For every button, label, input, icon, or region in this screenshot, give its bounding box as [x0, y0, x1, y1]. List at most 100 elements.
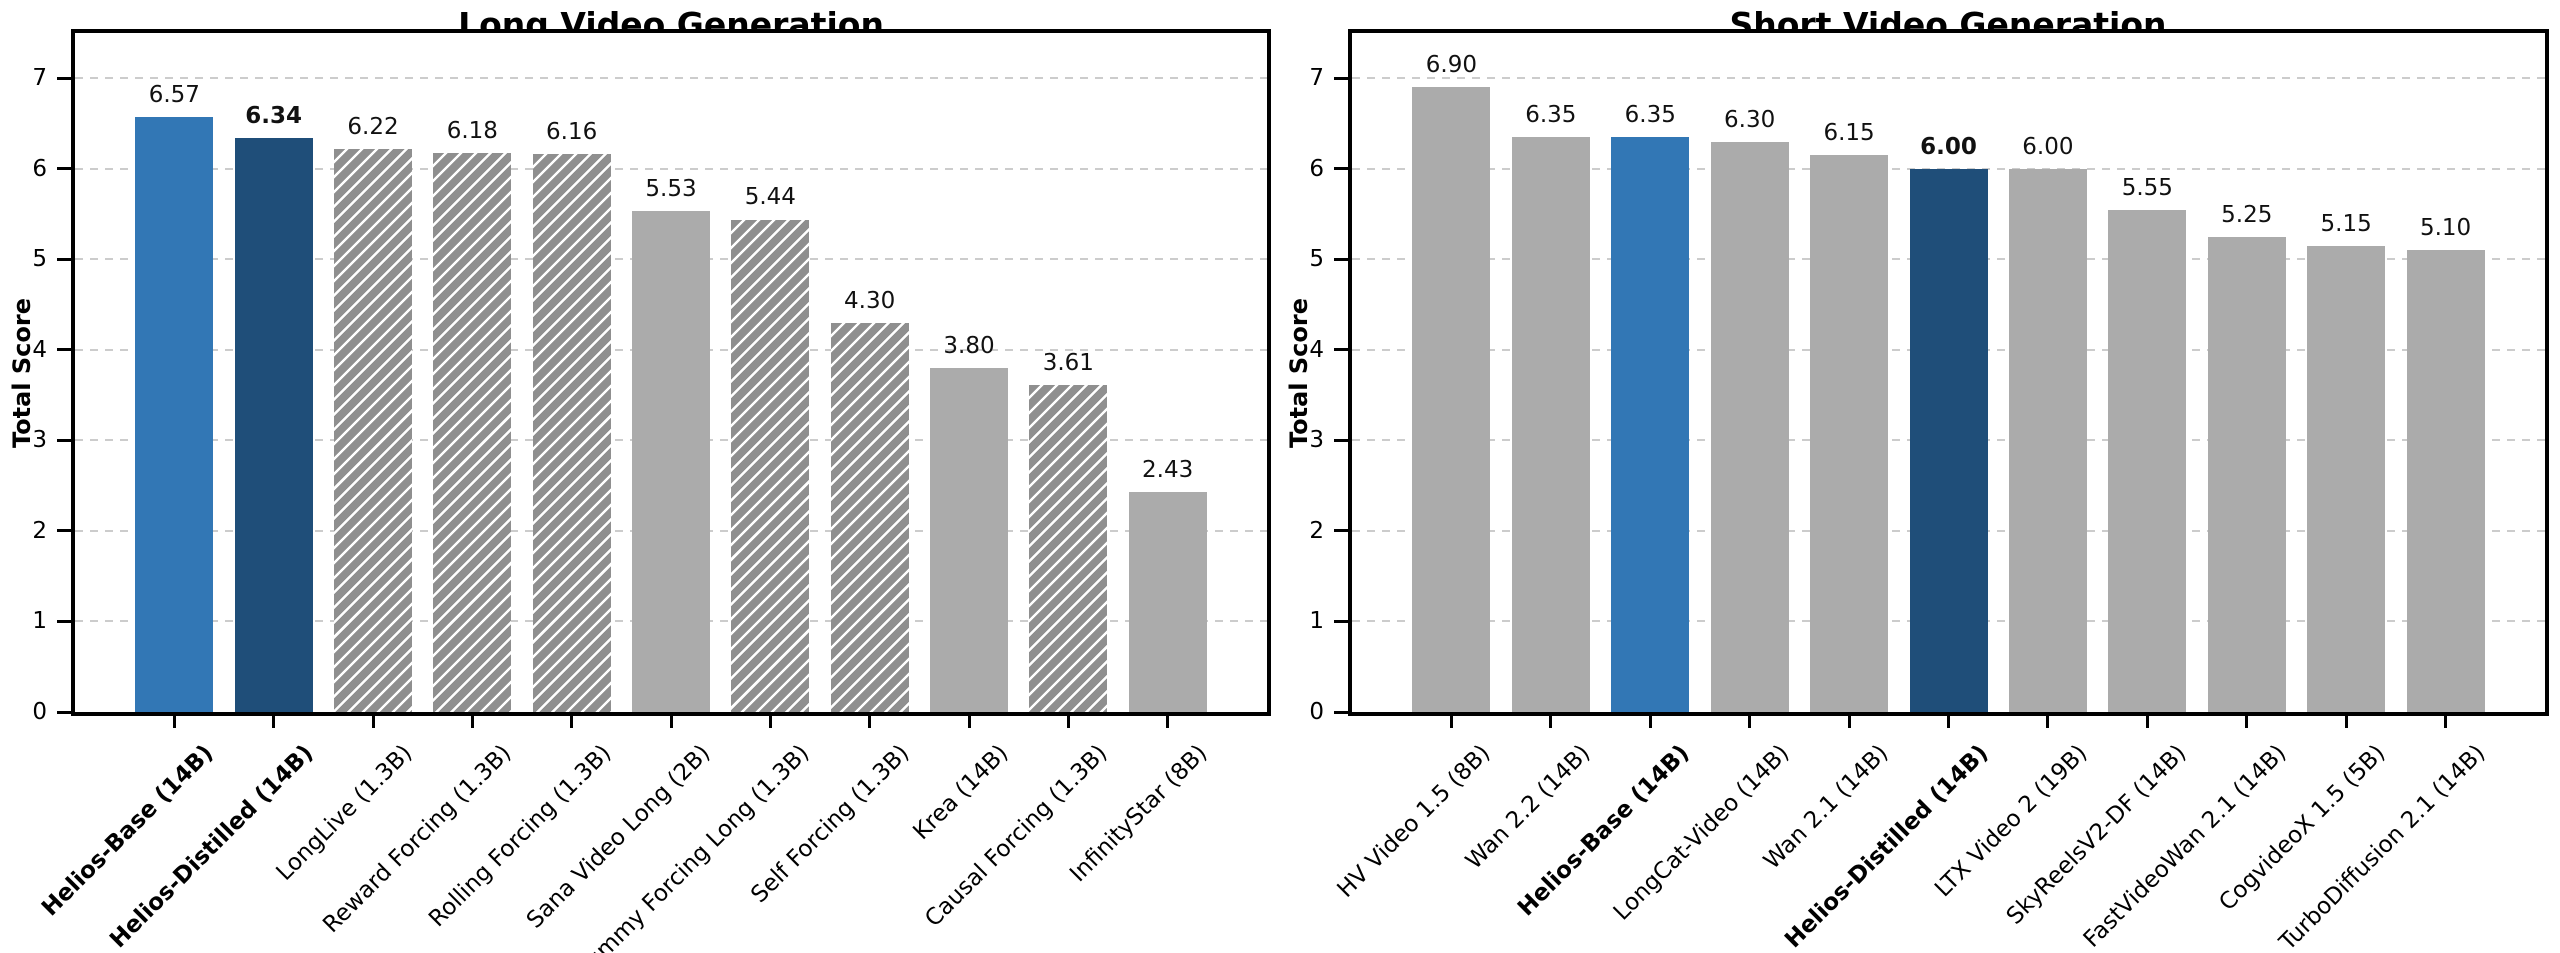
- bar-wan-2.2-14b: [1511, 137, 1590, 712]
- x-tick-mark: [1847, 716, 1851, 728]
- y-tick-label: 0: [32, 699, 47, 725]
- bar-value-label: 5.44: [744, 184, 796, 211]
- bar-turbodiffusion-2.1-14b: [2406, 250, 2485, 712]
- x-tick-mark: [1947, 716, 1950, 728]
- x-tick-mark: [1748, 716, 1752, 728]
- y-tick-label: 5: [32, 246, 47, 273]
- bar-helios-distilled-14b: [234, 138, 313, 712]
- bar-longcat-video-14b: [1710, 141, 1789, 712]
- x-tick-mark: [1166, 716, 1170, 728]
- gridline: [75, 167, 1267, 170]
- bar-value-label: 6.35: [1525, 102, 1577, 129]
- bar-rolling-forcing-1.3b: [532, 154, 611, 712]
- bar-reward-forcing-1.3b: [433, 152, 512, 712]
- x-tick-mark: [172, 716, 176, 728]
- bar-value-label: 6.57: [148, 82, 200, 109]
- bar-value-label: 6.34: [245, 103, 303, 130]
- plot-area: 6.90 6.35 6.35 6.30 6.15 6.00 6.00 5.55 5.25 5.15…: [1348, 29, 2549, 716]
- gridline: [75, 77, 1267, 80]
- bar-value-label: 5.15: [2320, 210, 2372, 237]
- x-tick-mark: [1549, 716, 1553, 728]
- y-tick-label: 2: [32, 517, 47, 544]
- y-tick-label: 1: [1309, 608, 1324, 635]
- x-tick-mark: [868, 716, 872, 728]
- gridline: [1352, 77, 2545, 80]
- bar-hv-video-1.5-8b: [1412, 87, 1491, 712]
- bar-value-label: 3.80: [943, 332, 995, 359]
- y-tick-label: 6: [32, 155, 47, 182]
- y-tick-mark: [1334, 167, 1348, 171]
- y-tick-mark: [57, 167, 71, 171]
- bar-wan-2.1-14b: [1810, 155, 1889, 712]
- x-tick-mark: [1449, 716, 1453, 728]
- bar-value-label: 6.35: [1624, 102, 1676, 129]
- bar-value-label: 6.30: [1724, 106, 1776, 133]
- y-tick-label: 3: [32, 427, 47, 454]
- bar-value-label: 5.25: [2221, 201, 2273, 228]
- bar-helios-base-14b: [135, 117, 214, 712]
- bar-infinitystar-8b: [1128, 492, 1207, 712]
- y-tick-mark: [1334, 76, 1348, 80]
- y-tick-label: 7: [32, 65, 47, 92]
- y-tick-label: 2: [1309, 517, 1324, 544]
- x-tick-mark: [669, 716, 673, 728]
- bar-value-label: 4.30: [844, 287, 896, 314]
- x-tick-mark: [1648, 716, 1652, 728]
- x-tick-mark: [1066, 716, 1070, 728]
- y-tick-mark: [1334, 619, 1348, 623]
- bar-ltx-video-2-19b: [2008, 168, 2087, 712]
- x-tick-mark: [2344, 716, 2348, 728]
- bar-krea-14b: [930, 367, 1008, 712]
- x-tick-mark: [371, 716, 375, 728]
- y-tick-label: 5: [1309, 246, 1324, 273]
- bar-value-label: 6.16: [546, 119, 598, 146]
- bar-value-label: 6.90: [1425, 52, 1478, 79]
- bar-dummy-forcing-long-1.3b: [731, 219, 810, 712]
- bar-value-label: 2.43: [1142, 457, 1194, 483]
- bar-cogvideox-1.5-5b: [2307, 245, 2386, 712]
- y-tick-mark: [57, 438, 71, 442]
- y-tick-label: 3: [1309, 427, 1324, 454]
- y-tick-mark: [1334, 710, 1348, 714]
- y-tick-label: 0: [1309, 699, 1324, 725]
- y-tick-mark: [1334, 257, 1348, 261]
- bar-causal-forcing-1.3b: [1029, 385, 1108, 712]
- plot-area: 6.57 6.34 6.22 6.18 6.16 5.53 5.44 4.30 3.80 3.61…: [71, 29, 1271, 716]
- y-tick-mark: [1334, 529, 1348, 533]
- bar-value-label: 5.53: [645, 176, 697, 203]
- bar-value-label: 6.22: [347, 113, 399, 140]
- y-tick-mark: [1334, 438, 1348, 442]
- bar-value-label: 5.55: [2121, 174, 2173, 201]
- y-tick-label: 4: [32, 336, 47, 363]
- y-tick-label: 4: [1309, 336, 1324, 363]
- bar-longlive-1.3b: [334, 148, 412, 712]
- x-tick-mark: [2145, 716, 2149, 728]
- x-tick-mark: [2245, 716, 2249, 728]
- bar-value-label: 6.00: [1920, 133, 1977, 160]
- x-tick-mark: [2046, 716, 2050, 728]
- y-tick-mark: [57, 76, 71, 80]
- bar-value-label: 6.00: [2022, 133, 2074, 160]
- y-tick-mark: [1334, 348, 1348, 352]
- y-tick-label: 7: [1309, 65, 1324, 92]
- y-tick-mark: [57, 619, 71, 623]
- x-tick-mark: [470, 716, 474, 728]
- bar-fastvideowan-2.1-14b: [2207, 236, 2286, 712]
- bar-self-forcing-1.3b: [830, 322, 909, 712]
- x-tick-mark: [272, 716, 276, 728]
- bar-skyreelsv2-df-14b: [2108, 209, 2187, 712]
- y-tick-mark: [57, 257, 71, 261]
- bar-value-label: 3.61: [1042, 350, 1094, 377]
- bar-helios-base-14b: [1611, 137, 1690, 712]
- bar-value-label: 6.18: [446, 117, 498, 144]
- x-tick-mark: [768, 716, 772, 728]
- x-tick-mark: [967, 716, 971, 728]
- y-tick-mark: [57, 348, 71, 352]
- y-tick-mark: [57, 529, 71, 533]
- x-tick-mark: [2444, 716, 2448, 728]
- bar-value-label: 6.15: [1823, 120, 1875, 147]
- bar-value-label: 5.10: [2419, 215, 2472, 242]
- bar-helios-distilled-14b: [1909, 168, 1988, 712]
